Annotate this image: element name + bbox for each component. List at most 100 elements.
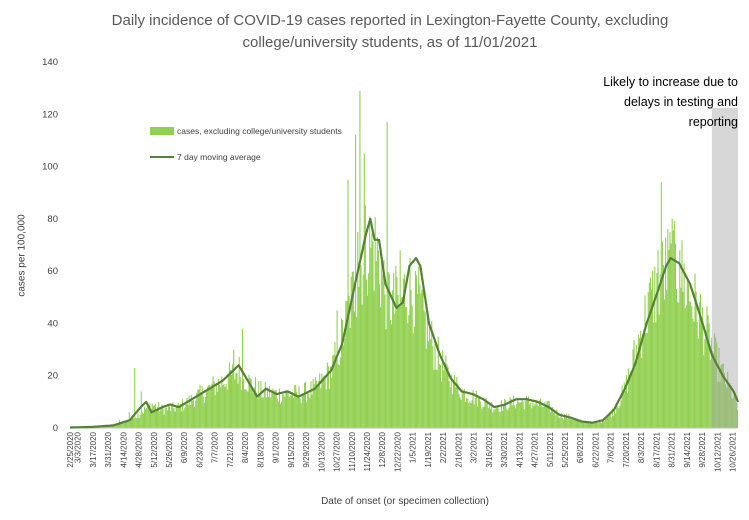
data-bar — [461, 389, 463, 428]
data-bar — [462, 390, 464, 428]
data-bar — [353, 311, 356, 428]
data-bar — [338, 365, 340, 428]
data-bar — [716, 342, 718, 428]
data-bar — [164, 407, 166, 428]
data-bar — [435, 369, 437, 428]
data-bar — [269, 386, 271, 428]
data-bar — [394, 313, 396, 428]
x-tick-label: 2/25/2020 — [66, 431, 75, 467]
data-bar — [603, 420, 605, 428]
data-bar — [681, 240, 683, 428]
data-bar — [246, 390, 248, 428]
x-tick-label: 11/10/2020 — [348, 431, 357, 471]
data-bar — [423, 309, 425, 428]
data-bar — [185, 403, 187, 428]
data-bar — [293, 397, 295, 428]
data-bar — [137, 413, 139, 428]
data-bar — [147, 403, 149, 428]
x-tick-label: 12/8/2020 — [378, 431, 387, 467]
data-bar — [472, 390, 474, 428]
data-bar — [129, 420, 131, 428]
data-bar — [262, 397, 264, 428]
data-bar — [659, 274, 661, 428]
y-tick-label: 80 — [47, 214, 58, 225]
annotation-line3: reporting — [688, 115, 738, 129]
data-bar — [429, 327, 431, 428]
data-bar — [469, 401, 471, 428]
data-bar — [545, 405, 547, 428]
data-bar — [400, 297, 402, 428]
data-bar — [452, 380, 455, 428]
data-bar — [543, 406, 545, 428]
legend-item-cases: cases, excluding college/university stud… — [150, 126, 342, 136]
data-bar — [632, 349, 634, 428]
data-bar — [244, 389, 246, 428]
data-bar — [582, 422, 584, 428]
data-bar — [370, 247, 372, 428]
data-bar — [599, 422, 601, 428]
data-bar — [674, 243, 676, 428]
data-bar — [571, 418, 573, 428]
data-bar — [499, 411, 501, 428]
data-bar — [241, 328, 243, 428]
x-tick-label: 7/7/2020 — [211, 431, 220, 463]
data-bar — [667, 229, 669, 428]
data-bar — [731, 398, 733, 428]
data-bar — [198, 389, 200, 428]
x-axis-label: Date of onset (or specimen collection) — [321, 496, 489, 507]
data-bar — [592, 421, 594, 428]
data-bar — [210, 388, 212, 428]
data-bar — [440, 381, 443, 428]
x-tick-label: 11/24/2020 — [363, 431, 372, 471]
data-bar — [511, 405, 513, 428]
data-bar — [653, 322, 655, 428]
data-bar — [381, 258, 383, 428]
data-bar — [417, 294, 419, 428]
data-bar — [238, 357, 240, 428]
data-bar — [645, 332, 647, 428]
x-tick-label: 2/2/2021 — [439, 431, 448, 463]
data-bar — [595, 421, 597, 428]
data-bar — [434, 341, 436, 428]
data-bar — [186, 397, 188, 428]
data-bar — [450, 374, 452, 428]
data-bar — [600, 422, 603, 428]
data-bar — [175, 406, 177, 428]
data-bar — [606, 417, 608, 428]
data-bar — [447, 366, 449, 428]
data-bar — [569, 418, 571, 428]
data-bar — [270, 397, 272, 428]
data-bar — [680, 287, 682, 428]
data-bar — [690, 302, 692, 428]
data-bar — [633, 340, 635, 428]
data-bar — [565, 417, 567, 428]
data-bar — [604, 421, 606, 428]
data-bar — [276, 398, 278, 428]
data-bar — [374, 217, 376, 428]
data-bar — [166, 410, 168, 428]
data-bar — [406, 307, 408, 428]
y-tick-label: 120 — [42, 109, 58, 120]
data-bar — [555, 415, 557, 428]
x-tick-label: 9/14/2021 — [683, 431, 692, 467]
data-bar — [546, 401, 548, 428]
data-bar — [451, 394, 453, 428]
y-tick-label: 140 — [42, 57, 58, 68]
data-bar — [383, 259, 385, 428]
data-bar — [411, 305, 413, 428]
data-bar — [683, 263, 685, 428]
data-bar — [105, 426, 107, 428]
data-bar — [331, 377, 333, 428]
data-bar — [736, 409, 738, 428]
data-bar — [161, 404, 163, 428]
data-bar — [665, 237, 667, 428]
data-bar — [336, 310, 338, 428]
data-bar — [228, 362, 230, 428]
data-bar — [477, 395, 480, 428]
data-bar — [224, 386, 226, 428]
data-bar — [120, 422, 122, 428]
data-bar — [195, 400, 197, 428]
data-bar — [611, 408, 613, 428]
data-bar — [257, 398, 259, 428]
data-bar — [481, 408, 483, 428]
